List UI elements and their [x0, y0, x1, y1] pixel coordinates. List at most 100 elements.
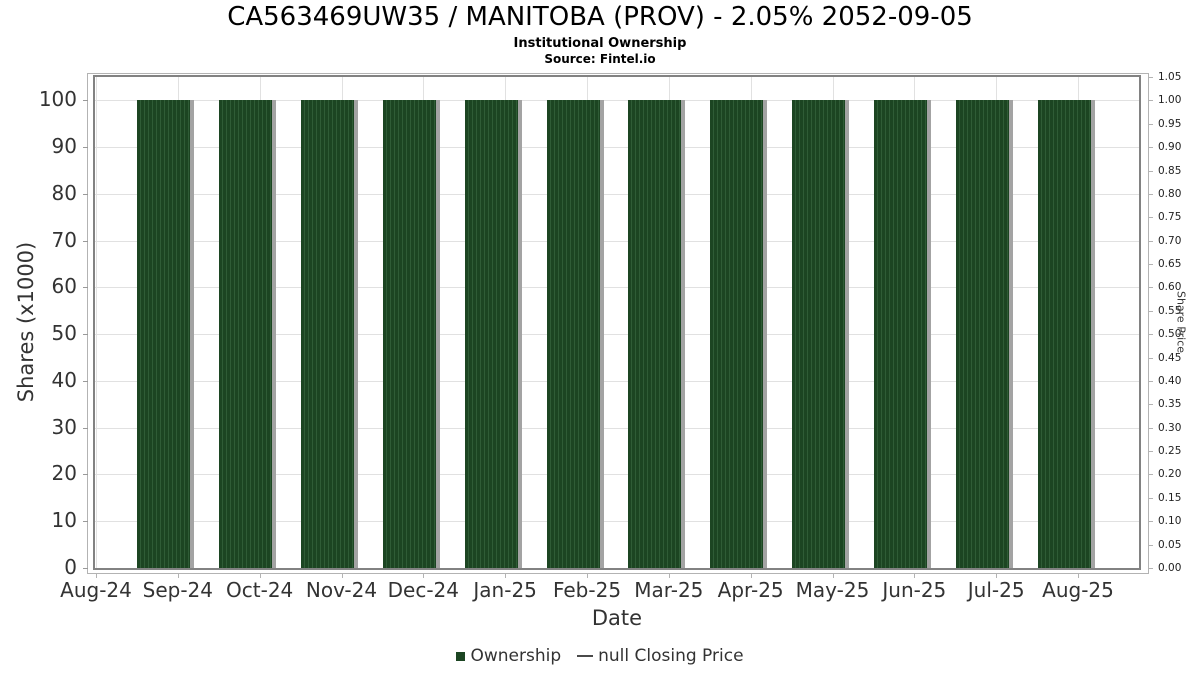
ownership-bar[interactable]	[955, 100, 1009, 568]
ownership-bar[interactable]	[792, 100, 845, 568]
ownership-bar[interactable]	[873, 100, 927, 568]
y-gridline	[95, 334, 1139, 336]
x-tick-label: Jun-25	[882, 578, 947, 602]
ownership-bar[interactable]	[382, 100, 436, 568]
ownership-bar[interactable]	[628, 100, 682, 568]
x-tick	[1078, 573, 1079, 578]
y-tick-right	[1148, 568, 1153, 569]
y-tick-label-right: 1.00	[1158, 94, 1182, 107]
ownership-swatch-icon	[456, 651, 466, 661]
y-tick-label-right: 0.60	[1158, 281, 1182, 294]
x-tick	[96, 573, 97, 578]
y-tick-label-right: 1.05	[1158, 70, 1182, 83]
y-gridline	[95, 521, 1139, 523]
x-gridline	[96, 77, 97, 568]
legend-label-closing-price: null Closing Price	[598, 646, 744, 666]
y-tick-label-right: 0.85	[1158, 164, 1182, 177]
y-tick-label-right: 0.05	[1158, 538, 1182, 551]
chart-source: Source: Fintel.io	[544, 52, 656, 66]
y-tick-label-right: 0.50	[1158, 327, 1182, 340]
y-tick-label-left: 70	[51, 227, 77, 252]
y-tick-label-right: 0.00	[1158, 561, 1182, 574]
y-tick-label-right: 0.65	[1158, 257, 1182, 270]
y-tick-right	[1148, 217, 1153, 219]
legend-item-ownership[interactable]: Ownership	[456, 646, 561, 666]
x-tick	[259, 573, 261, 578]
y-tick-left	[83, 100, 88, 102]
ownership-bar[interactable]	[546, 100, 600, 568]
y-gridline	[95, 380, 1139, 382]
y-tick-left	[83, 240, 88, 242]
legend-label-ownership: Ownership	[470, 646, 562, 666]
y-tick-label-left: 30	[51, 414, 77, 439]
y-tick-right	[1148, 544, 1153, 546]
x-tick-label: Oct-24	[226, 578, 294, 602]
y-tick-right	[1148, 240, 1153, 242]
y-tick-label-right: 0.70	[1158, 234, 1182, 247]
y-tick-label-right: 0.10	[1158, 514, 1182, 527]
y-tick-label-left: 40	[51, 368, 77, 393]
y-tick-label-left: 60	[51, 274, 77, 299]
x-tick	[996, 573, 998, 578]
y-axis-left-label: Shares (x1000)	[14, 241, 38, 403]
x-tick	[505, 573, 507, 578]
x-tick-label: Apr-25	[717, 578, 784, 602]
y-tick-right	[1148, 497, 1153, 499]
y-tick-right	[1148, 264, 1153, 266]
x-tick-label: May-25	[795, 578, 870, 602]
y-tick-left	[83, 427, 88, 429]
y-tick-right	[1148, 310, 1153, 312]
y-tick-label-right: 0.25	[1158, 444, 1182, 457]
y-tick-right	[1148, 404, 1153, 406]
x-tick-label: Sep-24	[142, 578, 214, 602]
y-tick-right	[1148, 427, 1153, 429]
y-tick-right	[1148, 287, 1153, 289]
y-tick-right	[1148, 147, 1153, 149]
y-tick-label-right: 0.80	[1158, 187, 1182, 200]
y-gridline	[95, 147, 1139, 149]
line-marker-icon	[577, 654, 594, 658]
y-tick-label-right: 0.90	[1158, 140, 1182, 153]
x-tick	[750, 573, 752, 578]
y-tick-right	[1148, 100, 1153, 102]
y-tick-label-left: 90	[51, 134, 77, 159]
legend: Ownership null Closing Price	[0, 646, 1200, 666]
x-tick	[177, 573, 179, 578]
y-tick-label-right: 0.95	[1158, 117, 1182, 130]
x-tick-label: Feb-25	[552, 578, 622, 602]
ownership-bar[interactable]	[137, 100, 191, 568]
y-tick-label-left: 0	[64, 555, 77, 580]
x-tick-label: Jan-25	[473, 578, 537, 602]
y-gridline	[95, 474, 1139, 476]
x-tick-label: Aug-24	[60, 578, 132, 602]
y-tick-left	[83, 521, 88, 523]
x-tick	[341, 573, 343, 578]
y-tick-label-left: 50	[51, 321, 77, 346]
y-tick-left	[83, 474, 88, 476]
y-tick-left	[83, 568, 88, 569]
legend-item-closing-price[interactable]: null Closing Price	[577, 646, 744, 666]
x-tick-label: Nov-24	[305, 578, 378, 602]
ownership-bar[interactable]	[1037, 100, 1091, 568]
y-tick-left	[83, 380, 88, 382]
y-tick-label-right: 0.40	[1158, 374, 1182, 387]
chart-subtitle: Institutional Ownership	[513, 36, 687, 51]
ownership-bar[interactable]	[464, 100, 518, 568]
y-gridline	[95, 427, 1139, 429]
y-tick-right	[1148, 357, 1153, 359]
x-tick-label: Mar-25	[634, 578, 704, 602]
y-gridline	[95, 287, 1139, 289]
plot-area: 0 10 20 30 40 50 60 70 80 90 100 0.00 0.05 0.10 0.15 0.…	[39, 72, 1182, 600]
x-tick	[587, 573, 588, 578]
y-tick-label-left: 80	[51, 181, 77, 206]
y-tick-label-left: 20	[51, 461, 77, 486]
ownership-bar[interactable]	[301, 100, 354, 568]
y-tick-right	[1148, 77, 1153, 78]
ownership-bar[interactable]	[710, 100, 764, 568]
y-axis-right-label: Share Price	[1174, 290, 1188, 354]
y-gridline	[95, 240, 1139, 242]
y-tick-right	[1148, 474, 1153, 476]
ownership-bar[interactable]	[219, 100, 273, 568]
y-tick-label-left: 10	[51, 508, 77, 533]
y-tick-right	[1148, 123, 1153, 125]
